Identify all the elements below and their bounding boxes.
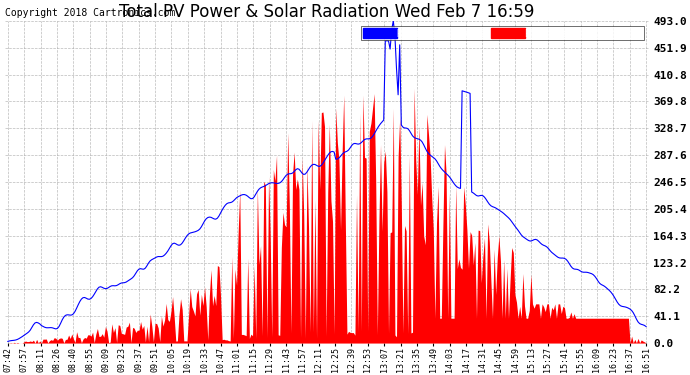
Title: Total PV Power & Solar Radiation Wed Feb 7 16:59: Total PV Power & Solar Radiation Wed Feb…	[119, 3, 535, 21]
Text: Copyright 2018 Cartronics.com: Copyright 2018 Cartronics.com	[5, 8, 175, 18]
Legend: Radiation (w/m2), PV Panels (DC Watts): Radiation (w/m2), PV Panels (DC Watts)	[361, 26, 644, 40]
